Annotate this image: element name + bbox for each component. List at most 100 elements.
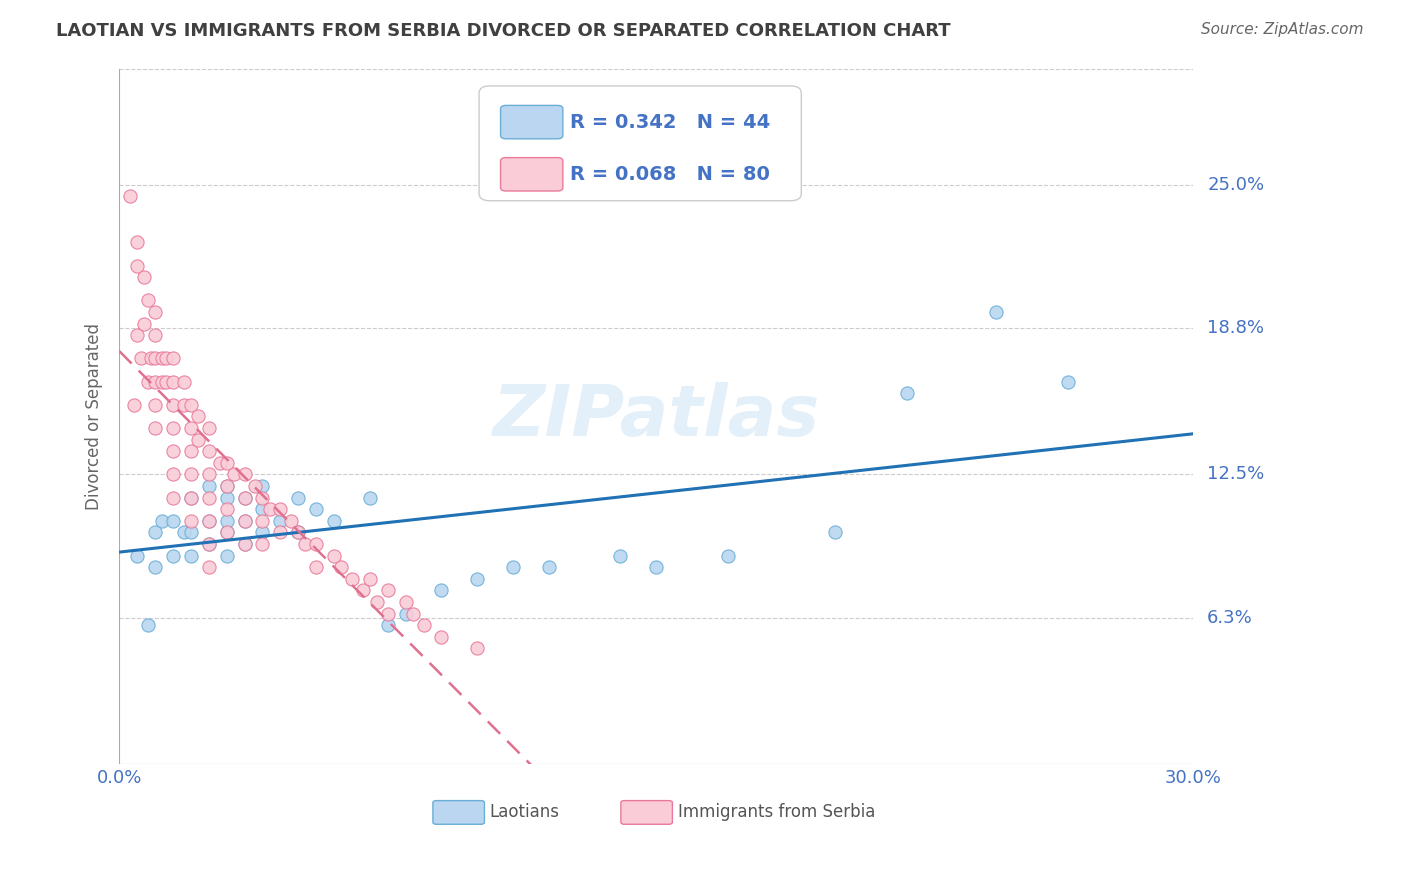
Y-axis label: Divorced or Separated: Divorced or Separated: [86, 323, 103, 510]
Point: [609, 549, 631, 563]
Point: [305, 502, 328, 516]
Point: [197, 421, 219, 435]
Point: [896, 386, 918, 401]
Point: [129, 351, 152, 366]
Point: [187, 433, 209, 447]
Point: [323, 549, 346, 563]
FancyBboxPatch shape: [433, 801, 485, 824]
Point: [233, 467, 256, 482]
Point: [245, 479, 267, 493]
Point: [150, 351, 173, 366]
Point: [233, 537, 256, 551]
Point: [162, 514, 184, 528]
Point: [127, 259, 149, 273]
Point: [1057, 375, 1080, 389]
Point: [143, 421, 166, 435]
Point: [127, 549, 149, 563]
Point: [412, 618, 434, 632]
FancyBboxPatch shape: [479, 86, 801, 201]
Point: [465, 572, 488, 586]
FancyBboxPatch shape: [501, 105, 562, 139]
Point: [136, 293, 159, 308]
Point: [233, 514, 256, 528]
Point: [233, 491, 256, 505]
Point: [197, 467, 219, 482]
Point: [645, 560, 668, 574]
Point: [122, 398, 145, 412]
Point: [197, 514, 219, 528]
Point: [187, 409, 209, 424]
Point: [143, 328, 166, 343]
Point: [287, 525, 309, 540]
Point: [173, 525, 195, 540]
Point: [340, 572, 363, 586]
Point: [269, 514, 291, 528]
Point: [162, 549, 184, 563]
Point: [197, 560, 219, 574]
Point: [180, 467, 202, 482]
Point: [162, 351, 184, 366]
FancyBboxPatch shape: [621, 801, 672, 824]
Text: Laotians: Laotians: [489, 804, 560, 822]
Point: [197, 514, 219, 528]
Point: [215, 479, 238, 493]
Point: [197, 479, 219, 493]
Point: [150, 375, 173, 389]
Point: [180, 444, 202, 458]
Text: 18.8%: 18.8%: [1208, 319, 1264, 337]
Point: [162, 491, 184, 505]
Point: [134, 270, 156, 285]
Point: [824, 525, 846, 540]
Point: [252, 479, 274, 493]
Text: LAOTIAN VS IMMIGRANTS FROM SERBIA DIVORCED OR SEPARATED CORRELATION CHART: LAOTIAN VS IMMIGRANTS FROM SERBIA DIVORC…: [56, 22, 950, 40]
Point: [180, 514, 202, 528]
Point: [465, 641, 488, 656]
Point: [127, 235, 149, 250]
Point: [502, 560, 524, 574]
Point: [252, 491, 274, 505]
Point: [233, 514, 256, 528]
Point: [359, 491, 381, 505]
Point: [377, 607, 399, 621]
Point: [134, 317, 156, 331]
Point: [208, 456, 231, 470]
Point: [180, 525, 202, 540]
Point: [215, 479, 238, 493]
Point: [173, 398, 195, 412]
Point: [252, 514, 274, 528]
Point: [215, 525, 238, 540]
Point: [197, 444, 219, 458]
Point: [222, 467, 245, 482]
Point: [141, 351, 163, 366]
Point: [215, 491, 238, 505]
Point: [305, 560, 328, 574]
Point: [215, 456, 238, 470]
Point: [359, 572, 381, 586]
Point: [215, 525, 238, 540]
Point: [180, 421, 202, 435]
Point: [136, 375, 159, 389]
Point: [366, 595, 388, 609]
Point: [252, 525, 274, 540]
Point: [162, 467, 184, 482]
Point: [233, 491, 256, 505]
Point: [197, 491, 219, 505]
Point: [252, 502, 274, 516]
Point: [162, 398, 184, 412]
Point: [162, 421, 184, 435]
Text: Immigrants from Serbia: Immigrants from Serbia: [678, 804, 875, 822]
Text: 12.5%: 12.5%: [1208, 466, 1264, 483]
Text: ZIPatlas: ZIPatlas: [492, 382, 820, 451]
Point: [269, 525, 291, 540]
Point: [537, 560, 560, 574]
Point: [215, 502, 238, 516]
Text: 6.3%: 6.3%: [1208, 609, 1253, 627]
Point: [259, 502, 281, 516]
Point: [430, 630, 453, 644]
Point: [287, 491, 309, 505]
Point: [143, 560, 166, 574]
FancyBboxPatch shape: [501, 158, 562, 191]
Point: [162, 375, 184, 389]
Point: [118, 189, 141, 203]
Point: [402, 607, 425, 621]
